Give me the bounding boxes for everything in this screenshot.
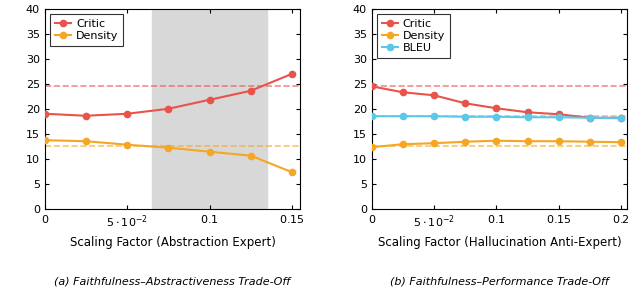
X-axis label: Scaling Factor (Hallucination Anti-Expert): Scaling Factor (Hallucination Anti-Exper…	[378, 236, 621, 249]
Density	[461, 140, 469, 144]
Line: Critic: Critic	[42, 71, 295, 119]
Density	[368, 145, 376, 149]
BLEU	[555, 115, 563, 119]
X-axis label: Scaling Factor (Abstraction Expert): Scaling Factor (Abstraction Expert)	[70, 236, 275, 249]
Line: Density: Density	[42, 137, 295, 175]
Critic	[617, 116, 625, 119]
BLEU	[586, 116, 594, 119]
BLEU	[617, 117, 625, 120]
Density	[493, 139, 500, 142]
Critic	[82, 114, 90, 117]
Critic	[288, 72, 296, 76]
Density	[524, 139, 531, 143]
Critic	[461, 102, 469, 105]
Critic	[368, 85, 376, 88]
Density	[247, 154, 255, 157]
BLEU	[461, 115, 469, 119]
BLEU	[368, 114, 376, 118]
Critic	[555, 112, 563, 116]
BLEU	[430, 114, 438, 118]
Line: Density: Density	[369, 138, 624, 150]
Density	[124, 143, 131, 147]
Density	[399, 142, 407, 146]
Density	[586, 140, 594, 144]
Text: (b) Faithfulness–Performance Trade-Off: (b) Faithfulness–Performance Trade-Off	[390, 276, 609, 286]
Critic	[586, 116, 594, 119]
Density	[617, 140, 625, 144]
Critic	[493, 106, 500, 110]
Bar	[152, 9, 268, 209]
Critic	[430, 94, 438, 97]
Line: Critic: Critic	[369, 83, 624, 121]
Density	[205, 150, 213, 153]
Critic	[524, 111, 531, 114]
BLEU	[399, 114, 407, 118]
BLEU	[524, 115, 531, 119]
Density	[430, 142, 438, 145]
Critic	[164, 107, 172, 111]
Critic	[41, 112, 49, 116]
Text: (a) Faithfulness–Abstractiveness Trade-Off: (a) Faithfulness–Abstractiveness Trade-O…	[54, 276, 291, 286]
BLEU	[493, 115, 500, 119]
Critic	[247, 89, 255, 93]
Density	[41, 139, 49, 142]
Density	[82, 139, 90, 143]
Critic	[124, 112, 131, 116]
Critic	[205, 98, 213, 102]
Legend: Critic, Density: Critic, Density	[51, 15, 123, 46]
Density	[288, 170, 296, 174]
Legend: Critic, Density, BLEU: Critic, Density, BLEU	[378, 15, 450, 58]
Line: BLEU: BLEU	[369, 113, 624, 121]
Critic	[399, 91, 407, 94]
Density	[555, 139, 563, 143]
Density	[164, 146, 172, 150]
